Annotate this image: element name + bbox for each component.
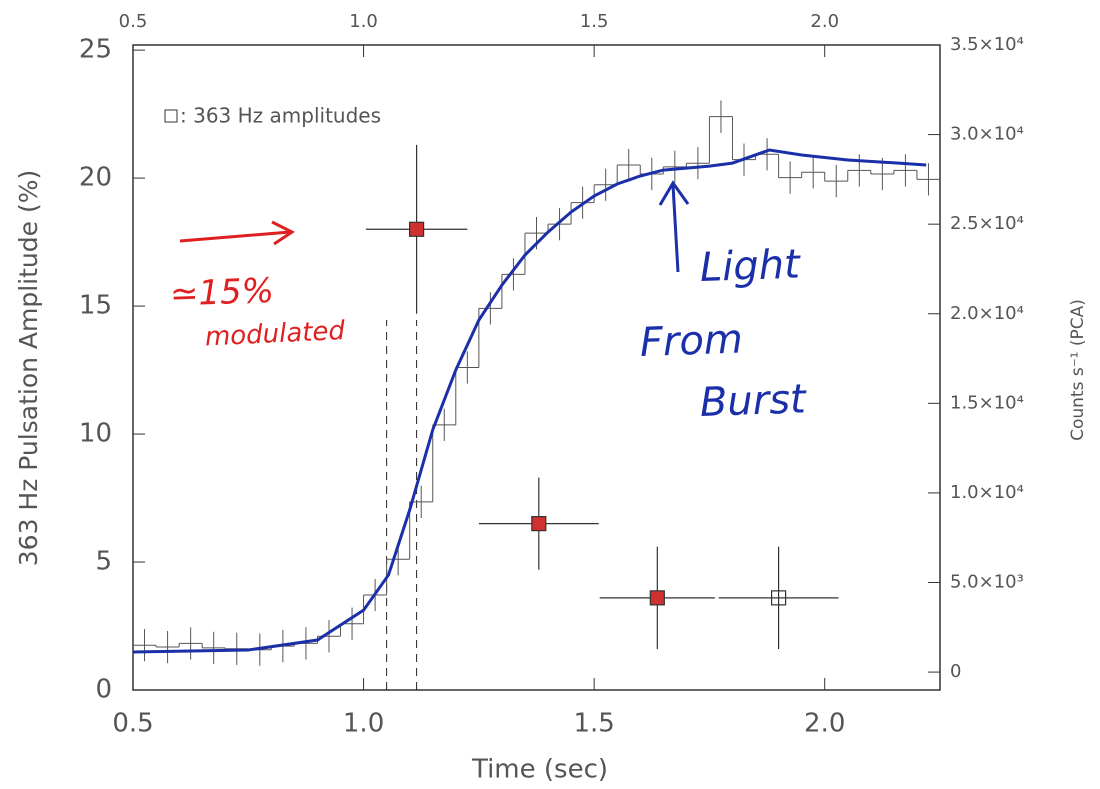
handwritten-note: Light bbox=[699, 241, 802, 291]
y2-tick-label: 3.5×10⁴ bbox=[950, 34, 1024, 55]
y-tick-label: 15 bbox=[79, 291, 112, 321]
amplitude-point bbox=[770, 590, 787, 606]
x-top-tick-label: 1.5 bbox=[580, 11, 609, 32]
amplitude-point bbox=[649, 590, 665, 606]
amplitude-point bbox=[531, 516, 547, 532]
blue-arrow bbox=[671, 184, 680, 273]
y-axis-label: 363 Hz Pulsation Amplitude (%) bbox=[14, 170, 43, 566]
x-tick-label: 1.0 bbox=[343, 709, 384, 739]
y2-tick-label: 1.0×10⁴ bbox=[950, 482, 1024, 503]
amplitude-point bbox=[409, 221, 425, 237]
handwritten-note: Burst bbox=[699, 376, 808, 426]
y-tick-label: 5 bbox=[95, 547, 112, 577]
x-tick-label: 1.5 bbox=[573, 709, 614, 739]
red-arrow bbox=[179, 230, 291, 243]
legend-marker bbox=[164, 109, 178, 123]
y-tick-label: 20 bbox=[79, 163, 112, 193]
y-tick-label: 0 bbox=[95, 675, 112, 705]
y2-tick-label: 2.0×10⁴ bbox=[950, 303, 1024, 324]
handwritten-note: modulated bbox=[204, 316, 346, 353]
plot-frame bbox=[132, 44, 941, 691]
legend-label: : 363 Hz amplitudes bbox=[180, 104, 381, 128]
y2-tick-label: 3.0×10⁴ bbox=[950, 124, 1024, 145]
x-axis-label: Time (sec) bbox=[471, 755, 608, 785]
y2-tick-label: 5.0×10³ bbox=[950, 572, 1024, 593]
y-tick-label: 10 bbox=[79, 419, 112, 449]
handwritten-note: From bbox=[639, 316, 743, 366]
smoothed-curve bbox=[132, 148, 927, 654]
x-tick-label: 0.5 bbox=[112, 709, 153, 739]
x-top-tick-label: 0.5 bbox=[119, 11, 148, 32]
y2-tick-label: 0 bbox=[950, 661, 961, 682]
x-top-tick-label: 2.0 bbox=[810, 11, 839, 32]
y-tick-label: 25 bbox=[79, 35, 112, 65]
blue-arrow-head bbox=[658, 180, 690, 206]
y2-tick-label: 2.5×10⁴ bbox=[950, 213, 1024, 234]
handwritten-note: ≃15% bbox=[169, 271, 274, 315]
y2-axis-label: Counts s⁻¹ (PCA) bbox=[1068, 299, 1088, 441]
y2-tick-label: 1.5×10⁴ bbox=[950, 392, 1024, 413]
x-tick-label: 2.0 bbox=[804, 709, 845, 739]
x-top-tick-label: 1.0 bbox=[349, 11, 378, 32]
red-arrow-head bbox=[271, 220, 295, 246]
